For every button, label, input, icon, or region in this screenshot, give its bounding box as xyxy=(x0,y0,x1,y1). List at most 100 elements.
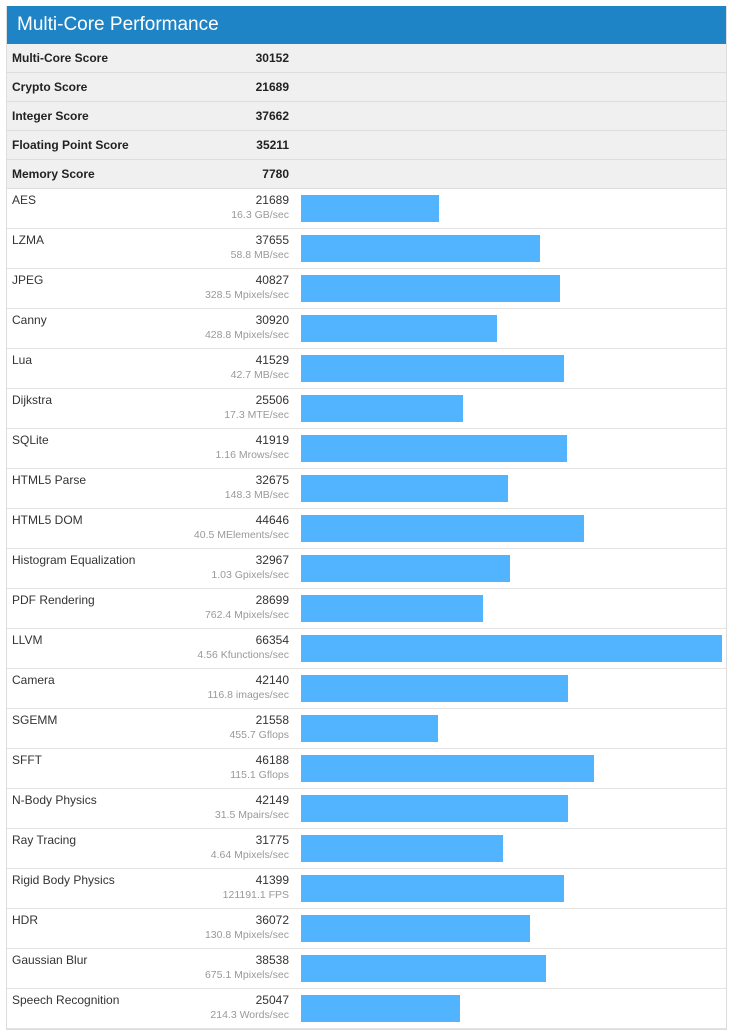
benchmark-rate: 762.4 Mpixels/sec xyxy=(204,609,289,621)
benchmark-rate: 17.3 MTE/sec xyxy=(224,409,289,421)
benchmark-score: 41529 xyxy=(255,353,289,367)
benchmark-score: 42140 xyxy=(255,673,289,687)
benchmark-row: PDF Rendering 28699 762.4 Mpixels/sec xyxy=(7,589,726,629)
benchmark-row: JPEG 40827 328.5 Mpixels/sec xyxy=(7,269,726,309)
benchmark-bar xyxy=(301,235,540,262)
benchmark-bar xyxy=(301,315,497,342)
benchmark-score: 41919 xyxy=(255,433,289,447)
benchmark-name: HTML5 Parse xyxy=(12,473,87,487)
benchmark-bar xyxy=(301,955,546,982)
benchmark-rate: 1.16 Mrows/sec xyxy=(215,449,289,461)
benchmark-rate: 130.8 Mpixels/sec xyxy=(204,929,289,941)
summary-score: 21689 xyxy=(255,80,289,94)
summary-row: Memory Score 7780 xyxy=(7,160,726,189)
benchmark-bar xyxy=(301,875,564,902)
benchmark-name: Dijkstra xyxy=(12,393,53,407)
benchmark-name: PDF Rendering xyxy=(12,593,95,607)
benchmark-row: Lua 41529 42.7 MB/sec xyxy=(7,349,726,389)
benchmark-name: AES xyxy=(12,193,37,207)
benchmark-name: JPEG xyxy=(12,273,44,287)
benchmark-bar xyxy=(301,395,463,422)
benchmark-score: 25047 xyxy=(255,993,289,1007)
benchmark-rate: 16.3 GB/sec xyxy=(231,209,289,221)
benchmark-score: 42149 xyxy=(255,793,289,807)
benchmark-bar xyxy=(301,275,560,302)
benchmark-score: 37655 xyxy=(255,233,289,247)
benchmark-bar xyxy=(301,675,568,702)
benchmark-row: Speech Recognition 25047 214.3 Words/sec xyxy=(7,989,726,1029)
benchmark-name: Canny xyxy=(12,313,47,327)
benchmark-rate: 42.7 MB/sec xyxy=(230,369,289,381)
summary-row: Crypto Score 21689 xyxy=(7,73,726,102)
benchmark-row: LLVM 66354 4.56 Kfunctions/sec xyxy=(7,629,726,669)
benchmark-name: Histogram Equalization xyxy=(12,553,136,567)
summary-score: 7780 xyxy=(262,167,289,181)
benchmark-name: Rigid Body Physics xyxy=(12,873,115,887)
benchmark-score: 40827 xyxy=(255,273,289,287)
benchmark-rate: 4.56 Kfunctions/sec xyxy=(197,649,289,661)
summary-label: Memory Score xyxy=(12,167,95,181)
summary-row: Multi-Core Score 30152 xyxy=(7,44,726,73)
benchmark-bar xyxy=(301,995,460,1022)
summary-label: Integer Score xyxy=(12,109,89,123)
benchmark-rate: 675.1 Mpixels/sec xyxy=(204,969,289,981)
benchmark-rate: 328.5 Mpixels/sec xyxy=(204,289,289,301)
benchmark-row: N-Body Physics 42149 31.5 Mpairs/sec xyxy=(7,789,726,829)
benchmark-row: Rigid Body Physics 41399 121191.1 FPS xyxy=(7,869,726,909)
summary-score: 35211 xyxy=(256,138,289,152)
benchmark-name: Ray Tracing xyxy=(12,833,77,847)
benchmark-name: HDR xyxy=(12,913,38,927)
benchmark-bar xyxy=(301,555,510,582)
benchmark-row: Ray Tracing 31775 4.64 Mpixels/sec xyxy=(7,829,726,869)
benchmark-name: HTML5 DOM xyxy=(12,513,83,527)
benchmark-score: 36072 xyxy=(255,913,289,927)
benchmark-row: Histogram Equalization 32967 1.03 Gpixels/… xyxy=(7,549,726,589)
benchmark-score: 28699 xyxy=(255,593,289,607)
benchmark-name: N-Body Physics xyxy=(12,793,97,807)
benchmark-row: SFFT 46188 115.1 Gflops xyxy=(7,749,726,789)
benchmark-row: HTML5 Parse 32675 148.3 MB/sec xyxy=(7,469,726,509)
benchmark-bar xyxy=(301,595,483,622)
benchmark-row: HTML5 DOM 44646 40.5 MElements/sec xyxy=(7,509,726,549)
summary-score: 37662 xyxy=(255,109,289,123)
benchmark-score: 30920 xyxy=(255,313,289,327)
benchmark-name: Lua xyxy=(12,353,33,367)
benchmark-score: 32967 xyxy=(255,553,289,567)
benchmark-rate: 455.7 Gflops xyxy=(229,729,289,741)
benchmark-rate: 214.3 Words/sec xyxy=(210,1009,289,1021)
benchmark-row: Canny 30920 428.8 Mpixels/sec xyxy=(7,309,726,349)
benchmark-rate: 115.1 Gflops xyxy=(230,769,289,781)
multi-core-panel: Multi-Core Performance Multi-Core Score 3… xyxy=(6,6,727,1030)
benchmark-bar xyxy=(301,475,508,502)
benchmark-name: LLVM xyxy=(12,633,43,647)
benchmark-bar xyxy=(301,355,564,382)
benchmark-row: Camera 42140 116.8 images/sec xyxy=(7,669,726,709)
summary-score: 30152 xyxy=(255,51,289,65)
benchmark-rate: 31.5 Mpairs/sec xyxy=(214,809,289,821)
benchmark-score: 21558 xyxy=(255,713,289,727)
benchmark-name: SFFT xyxy=(12,753,42,767)
benchmark-rate: 58.8 MB/sec xyxy=(230,249,289,261)
benchmark-bar xyxy=(301,835,503,862)
benchmark-score: 32675 xyxy=(255,473,289,487)
benchmark-name: SGEMM xyxy=(12,713,58,727)
benchmark-row: SQLite 41919 1.16 Mrows/sec xyxy=(7,429,726,469)
benchmark-bar xyxy=(301,755,594,782)
benchmark-score: 44646 xyxy=(255,513,289,527)
benchmark-row: Gaussian Blur 38538 675.1 Mpixels/sec xyxy=(7,949,726,989)
summary-label: Floating Point Score xyxy=(12,138,129,152)
benchmark-row: AES 21689 16.3 GB/sec xyxy=(7,189,726,229)
summary-table: Multi-Core Score 30152 Crypto Score 21689 In… xyxy=(7,44,726,189)
summary-row: Floating Point Score 35211 xyxy=(7,131,726,160)
benchmark-bar xyxy=(301,915,530,942)
benchmark-row: Dijkstra 25506 17.3 MTE/sec xyxy=(7,389,726,429)
benchmark-rate: 1.03 Gpixels/sec xyxy=(211,569,289,581)
benchmark-bar xyxy=(301,195,439,222)
benchmark-rate: 148.3 MB/sec xyxy=(224,489,289,501)
benchmark-rate: 116.8 images/sec xyxy=(207,689,289,701)
summary-row: Integer Score 37662 xyxy=(7,102,726,131)
benchmark-bar xyxy=(301,515,584,542)
benchmark-rate: 121191.1 FPS xyxy=(222,889,289,901)
benchmark-name: Gaussian Blur xyxy=(12,953,88,967)
summary-label: Crypto Score xyxy=(12,80,88,94)
